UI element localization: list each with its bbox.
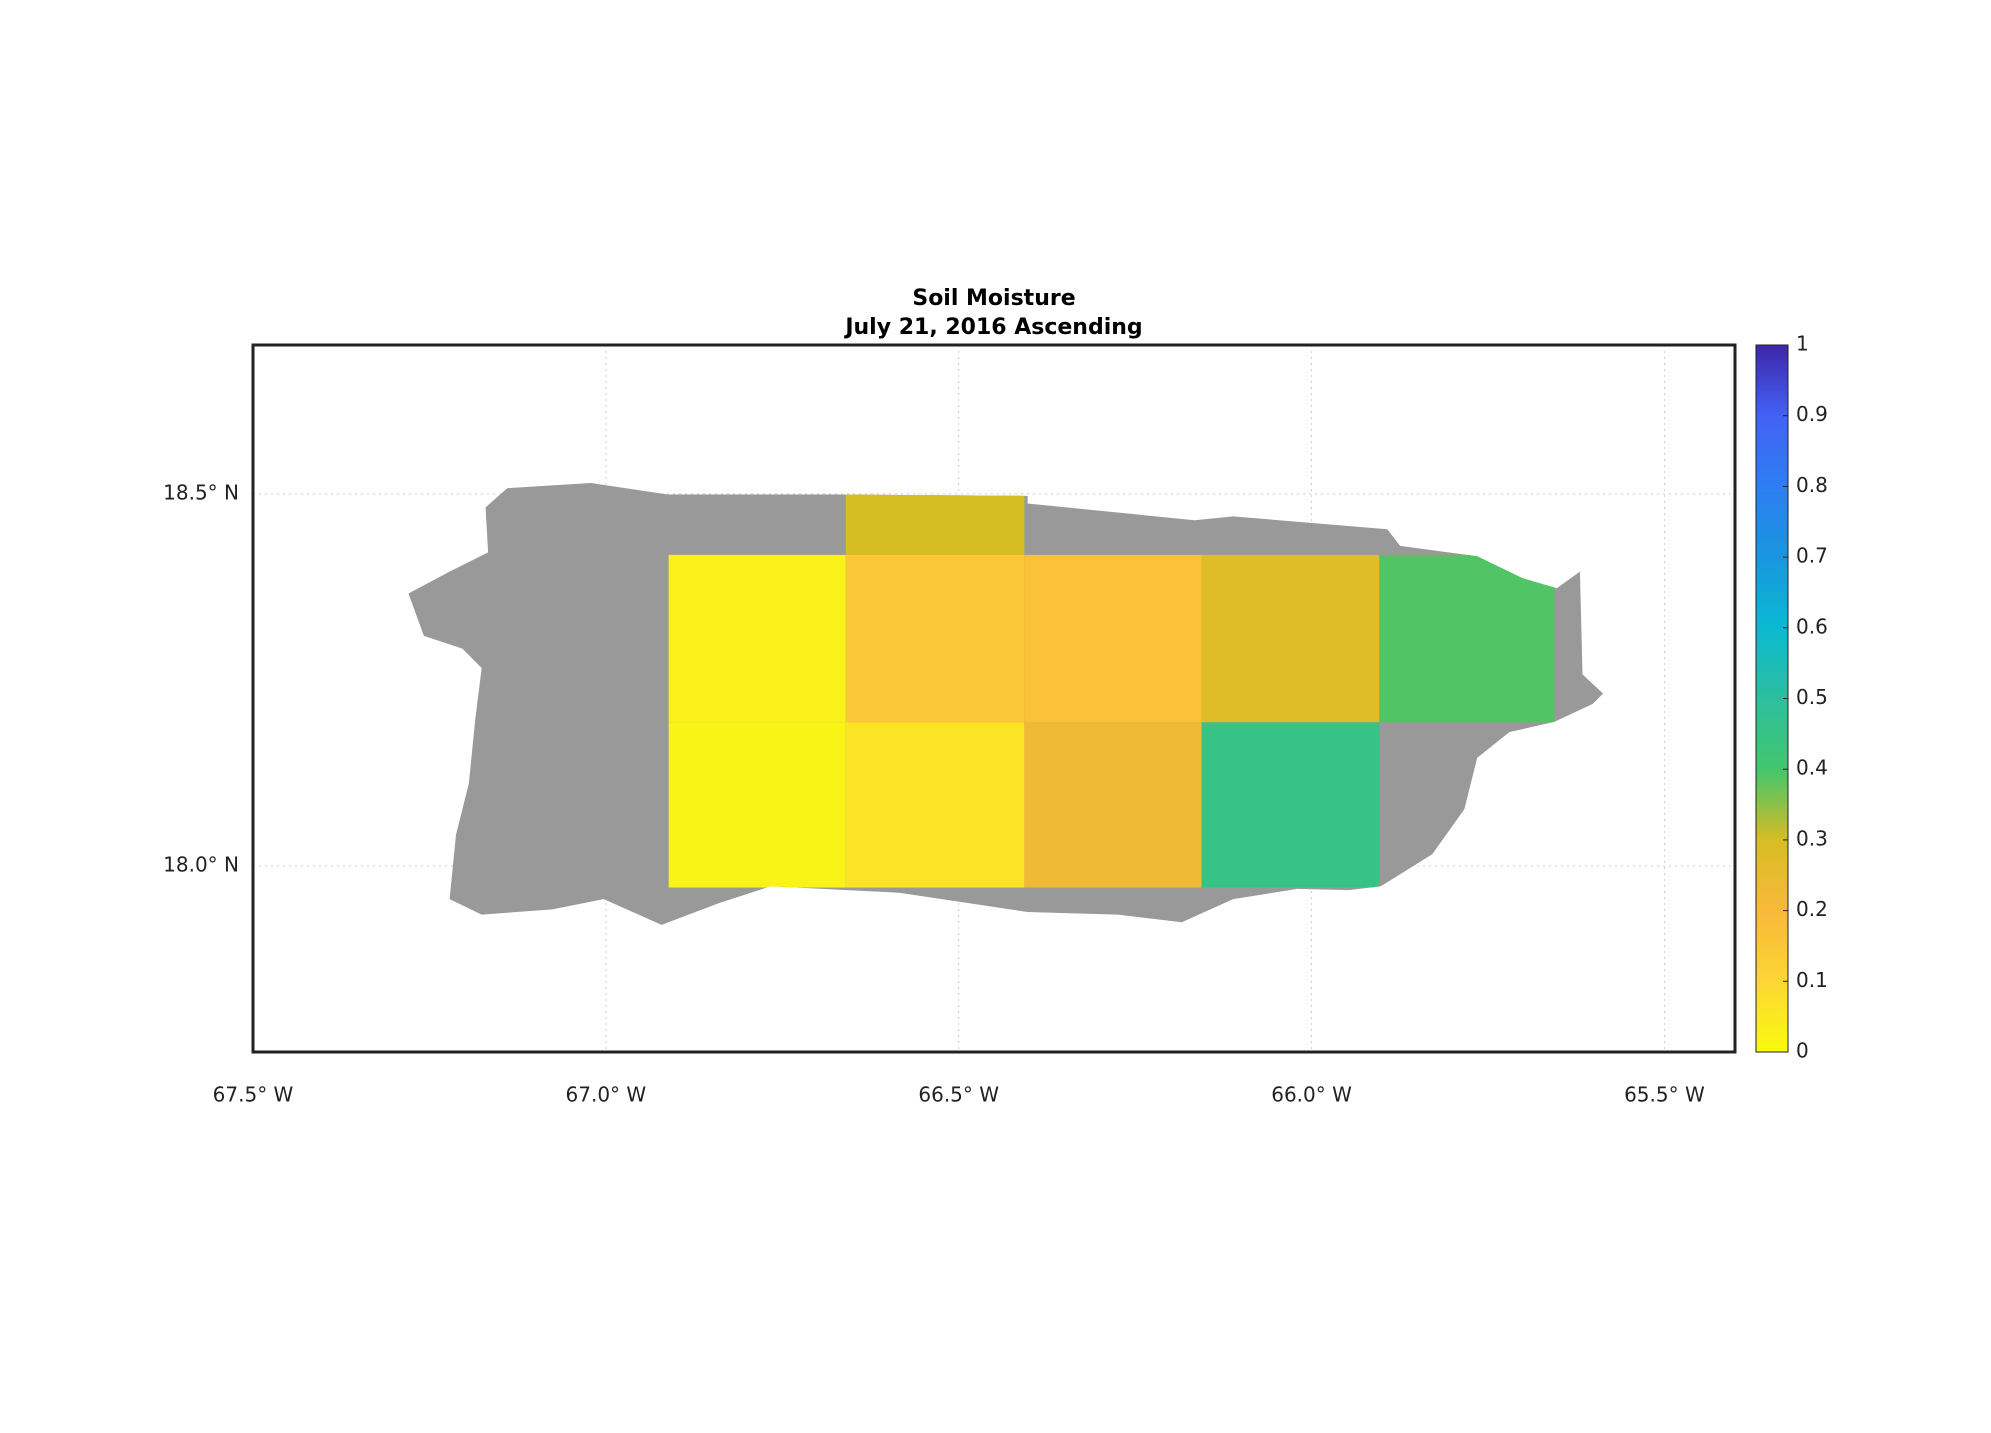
x-tick-label: 67.0° W	[566, 1083, 647, 1107]
cell	[845, 554, 1025, 723]
cell	[1024, 722, 1202, 888]
cell	[845, 722, 1025, 888]
y-tick-label: 18.5° N	[163, 480, 239, 504]
x-tick-label: 66.0° W	[1271, 1083, 1352, 1107]
chart-title: Soil Moisture	[912, 286, 1075, 311]
y-tick-label: 18.0° N	[163, 852, 239, 876]
colorbar-tick-label: 0.9	[1796, 402, 1828, 426]
x-tick-label: 67.5° W	[213, 1083, 294, 1107]
cell	[668, 722, 846, 888]
x-tick-label: 66.5° W	[918, 1083, 999, 1107]
x-tick-label: 65.5° W	[1624, 1083, 1705, 1107]
colorbar-tick-label: 0.2	[1796, 897, 1828, 921]
colorbar-tick-label: 0.3	[1796, 826, 1828, 850]
colorbar-tick-label: 0.1	[1796, 968, 1828, 992]
cell	[1201, 554, 1380, 723]
chart-subtitle: July 21, 2016 Ascending	[843, 315, 1142, 340]
colorbar-tick-label: 0.8	[1796, 473, 1828, 497]
cell	[1379, 554, 1555, 723]
cells	[668, 493, 1555, 888]
cell	[1024, 554, 1202, 723]
cell	[1201, 722, 1380, 888]
colorbar-tick-label: 0	[1796, 1039, 1809, 1063]
colorbar-tick-label: 1	[1796, 332, 1809, 356]
colorbar-tick-label: 0.7	[1796, 544, 1828, 568]
cell	[845, 493, 1025, 555]
colorbar-tick-label: 0.6	[1796, 614, 1828, 638]
colorbar-tick-label: 0.4	[1796, 756, 1828, 780]
plot-frame	[251, 343, 1737, 1054]
cell	[668, 554, 846, 723]
colorbar: 0 0.1 0.2 0.3 0.4 0.5 0.6 0.7 0.8 0.9 1	[1755, 332, 1828, 1063]
colorbar-tick-label: 0.5	[1796, 685, 1828, 709]
